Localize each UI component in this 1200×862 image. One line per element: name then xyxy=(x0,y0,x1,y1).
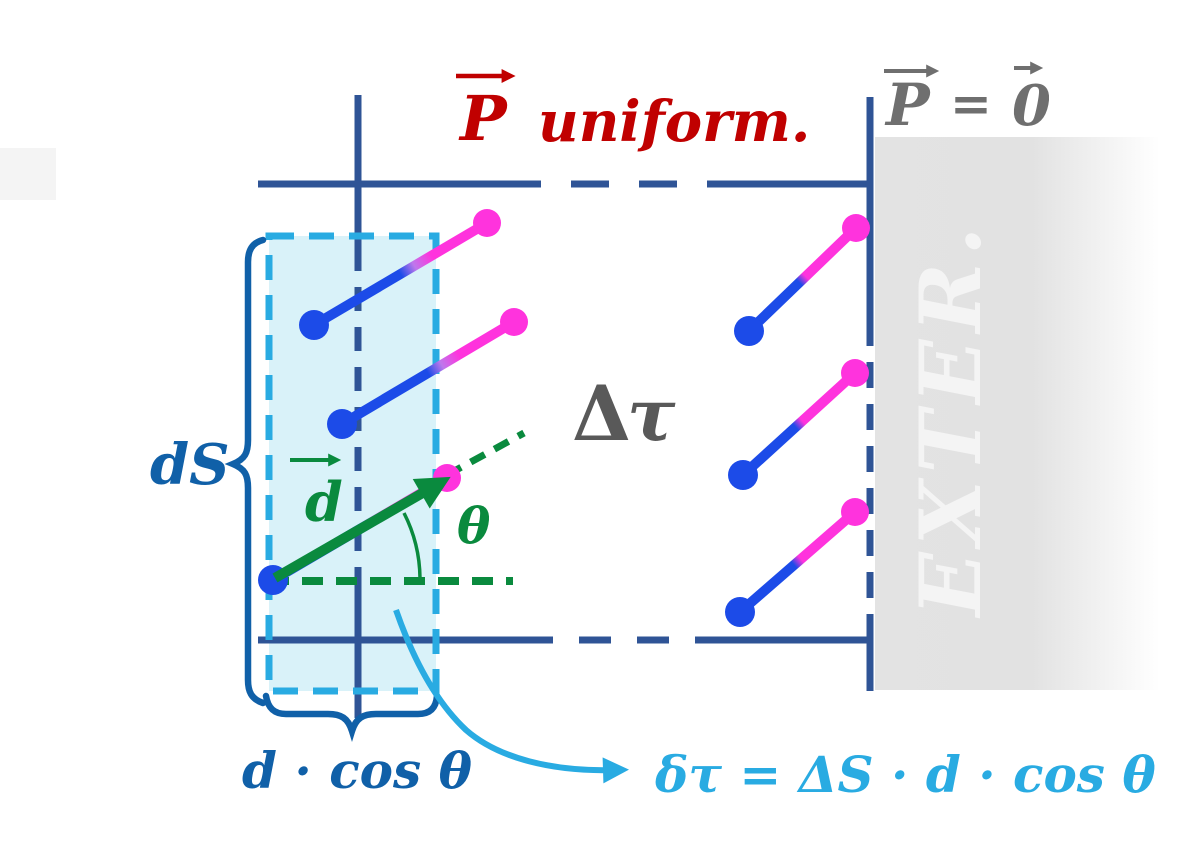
volume-equation: δτ = ΔS · d · cos θ xyxy=(654,745,1156,804)
exterior-region xyxy=(875,137,1160,690)
volume-delta: Δ xyxy=(572,369,631,458)
dipole xyxy=(299,209,501,340)
dipole xyxy=(734,214,870,346)
faint-artifact xyxy=(0,148,56,200)
displacement-vector-arrow xyxy=(272,476,451,583)
positive-charge-dot xyxy=(842,214,870,242)
displacement-label: d xyxy=(305,470,343,534)
positive-charge-dot xyxy=(473,209,501,237)
positive-charge-dot xyxy=(841,359,869,387)
dipole xyxy=(725,498,869,627)
equals-sign: = xyxy=(950,74,992,133)
angle-construction xyxy=(268,429,526,585)
dipole-bond xyxy=(739,369,859,479)
dipole-bond xyxy=(745,224,860,335)
exterior-header: P = 0 xyxy=(884,61,1051,139)
dipoles xyxy=(258,209,870,627)
negative-charge-dot xyxy=(725,597,755,627)
positive-charge-dot xyxy=(500,308,528,336)
positive-charge-dot xyxy=(841,498,869,526)
negative-charge-dot xyxy=(299,310,329,340)
volume-label: Δ τ xyxy=(572,369,676,458)
dipole-bond xyxy=(311,218,490,330)
angle-arc xyxy=(402,512,422,579)
polarization-header: P uniform. xyxy=(456,69,810,155)
surface-brace xyxy=(224,236,267,707)
annotation-curved-arrow xyxy=(393,609,629,784)
thickness-label: d · cos θ xyxy=(242,741,473,800)
dipole-bond xyxy=(339,317,517,429)
slab-fill xyxy=(269,236,436,691)
displacement-extension-dashed-line xyxy=(445,429,526,479)
positive-charge-dot xyxy=(433,464,461,492)
surface-label: dS xyxy=(150,432,230,498)
dipole-bond xyxy=(736,508,859,616)
thickness-brace xyxy=(262,692,441,743)
negative-charge-dot xyxy=(327,409,357,439)
negative-charge-dot xyxy=(734,316,764,346)
exterior-polarization-symbol: P xyxy=(884,71,931,139)
volume-tau: τ xyxy=(627,372,676,457)
dipole xyxy=(327,308,528,439)
negative-charge-dot xyxy=(728,460,758,490)
polarization-symbol: P xyxy=(458,82,509,155)
slab-dashed-border xyxy=(265,232,440,695)
angle-label: θ xyxy=(457,496,491,555)
exterior-watermark: EXTER. xyxy=(901,220,1000,619)
zero-vector-symbol: 0 xyxy=(1012,73,1051,139)
polarization-uniform-text: uniform. xyxy=(538,89,810,155)
dipole xyxy=(728,359,869,490)
